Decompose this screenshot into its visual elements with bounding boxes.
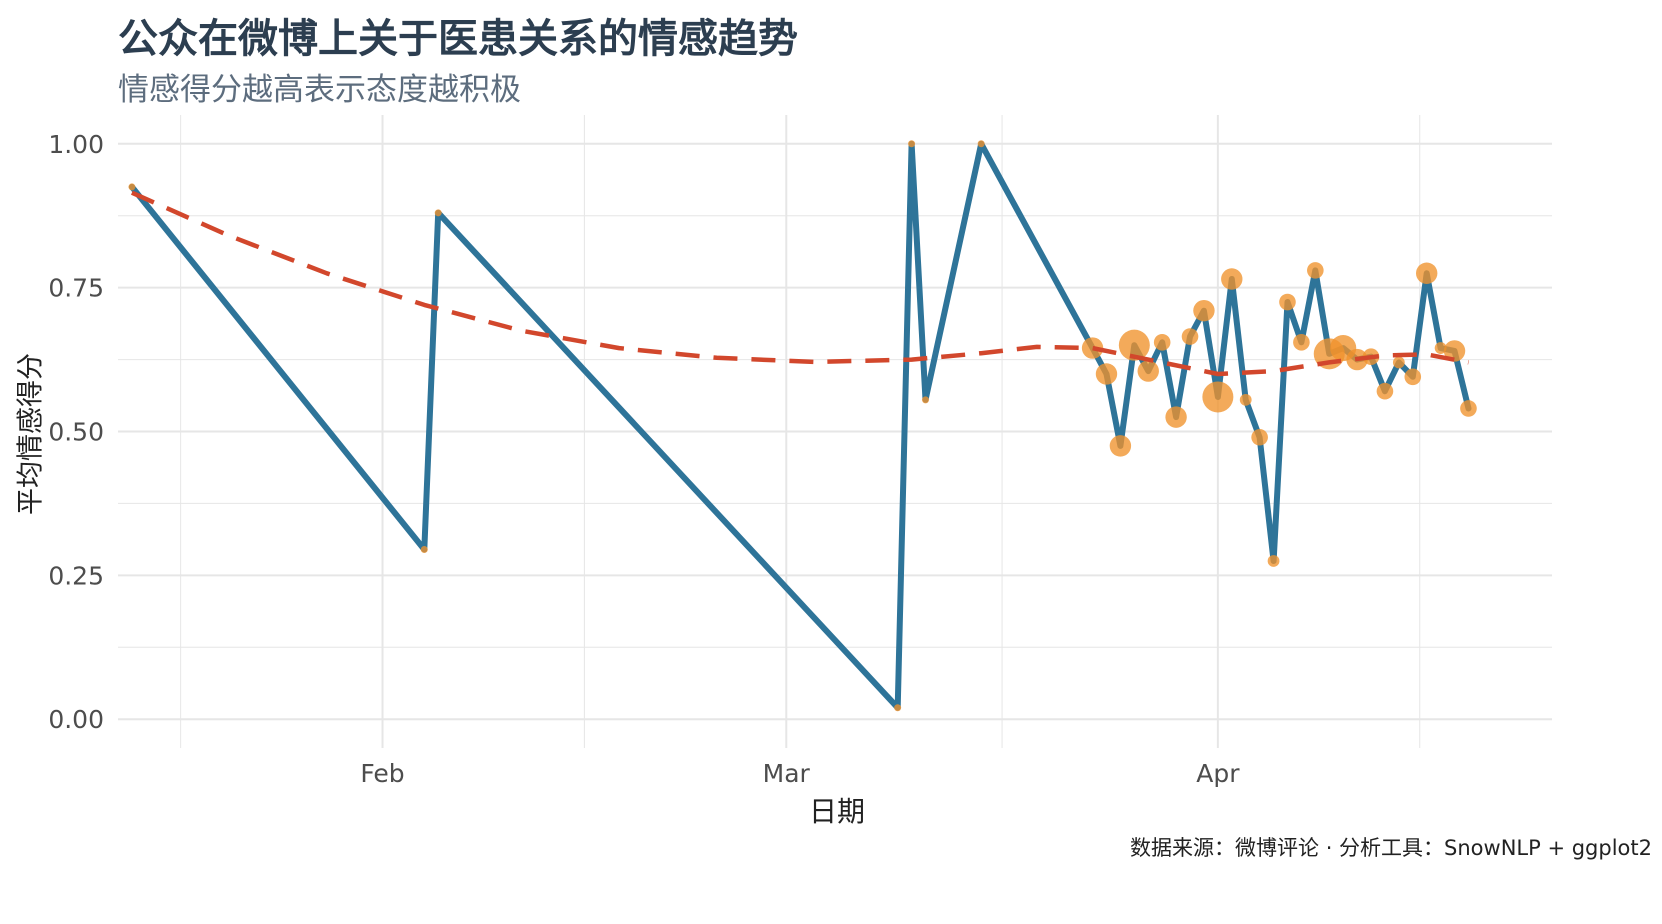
data-point	[921, 396, 929, 404]
data-point	[908, 140, 916, 148]
data-point	[1118, 329, 1150, 361]
data-point	[1081, 337, 1104, 359]
y-tick-label: 0.50	[48, 418, 104, 447]
data-point	[1137, 360, 1159, 382]
data-point	[1095, 363, 1118, 385]
x-tick-label: Feb	[360, 759, 404, 788]
data-point	[1267, 555, 1280, 567]
grid	[118, 115, 1552, 748]
data-point	[1221, 268, 1243, 290]
y-tick-label: 1.00	[48, 130, 104, 159]
data-point	[1392, 356, 1405, 369]
y-tick-label: 0.00	[48, 705, 104, 734]
data-point	[1434, 342, 1447, 354]
y-axis-label: 平均情感得分	[15, 353, 47, 515]
data-point	[977, 140, 985, 148]
data-point	[1181, 328, 1199, 345]
data-point	[1193, 299, 1215, 322]
y-axis-ticks: 0.00 0.25 0.50 0.75 1.00	[48, 130, 104, 734]
y-tick-label: 0.75	[48, 274, 104, 303]
data-point	[1109, 435, 1132, 457]
data-point	[1404, 368, 1422, 386]
data-point	[1279, 293, 1296, 311]
sentiment-line	[128, 140, 1472, 711]
x-axis-ticks: Feb Mar Apr	[360, 759, 1240, 788]
data-point	[1415, 262, 1438, 284]
data-point	[1460, 400, 1477, 417]
data-point	[1239, 393, 1252, 406]
x-tick-label: Mar	[763, 759, 811, 788]
chart-title: 公众在微博上关于医患关系的情感趋势	[118, 16, 798, 62]
series	[128, 140, 1477, 712]
data-point	[1251, 428, 1268, 446]
x-tick-label: Apr	[1196, 759, 1240, 788]
data-point	[1307, 262, 1324, 279]
data-point	[128, 183, 136, 191]
data-point	[1202, 381, 1234, 413]
x-axis-label: 日期	[808, 795, 866, 828]
data-point	[1153, 334, 1171, 351]
data-point	[434, 209, 442, 217]
chart-caption: 数据来源：微博评论 · 分析工具：SnowNLP + ggplot2	[1130, 836, 1652, 860]
data-point	[1293, 334, 1310, 351]
data-point	[894, 704, 902, 712]
trend-line	[130, 190, 1469, 377]
data-point	[420, 545, 428, 553]
chart-subtitle: 情感得分越高表示态度越积极	[118, 72, 521, 108]
data-point	[1376, 382, 1394, 400]
y-tick-label: 0.25	[48, 561, 104, 590]
data-point	[1443, 340, 1466, 362]
data-point	[1165, 406, 1187, 428]
